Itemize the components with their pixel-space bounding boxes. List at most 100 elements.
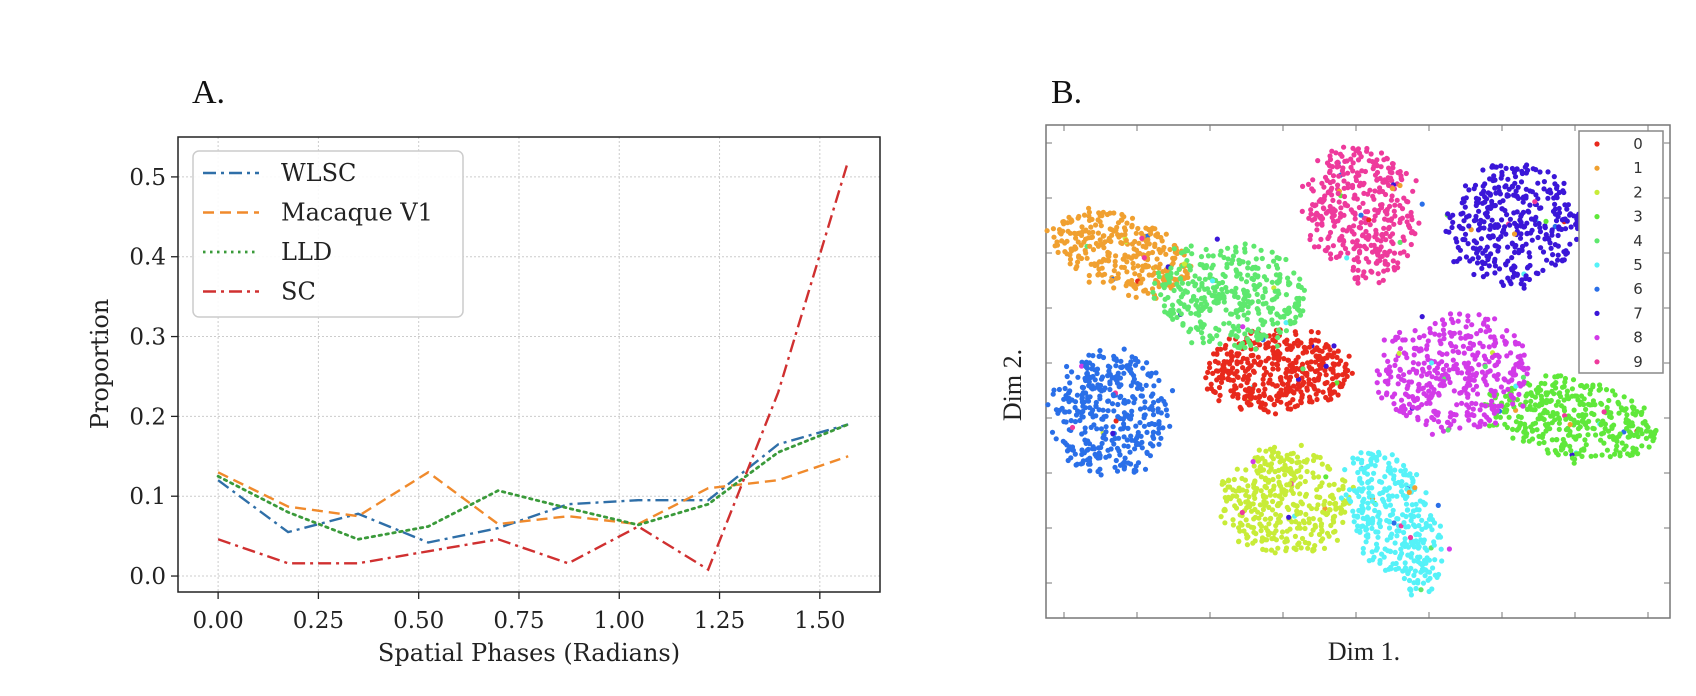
tsne-point bbox=[1386, 519, 1392, 525]
tsne-point bbox=[1523, 273, 1529, 279]
tsne-point bbox=[1161, 303, 1167, 309]
tsne-point bbox=[1269, 279, 1275, 285]
tsne-point bbox=[1438, 424, 1444, 430]
tsne-point bbox=[1191, 294, 1197, 300]
tsne-point bbox=[1371, 196, 1377, 202]
tsne-point bbox=[1363, 228, 1369, 235]
tsne-point bbox=[1262, 483, 1268, 489]
tsne-point bbox=[1541, 186, 1547, 192]
tsne-point bbox=[1371, 470, 1377, 476]
tsne-point bbox=[1068, 418, 1074, 424]
tsne-point bbox=[1108, 238, 1114, 245]
tsne-point bbox=[1138, 280, 1144, 286]
tsne-point bbox=[1358, 450, 1364, 456]
tsne-point bbox=[1356, 259, 1362, 265]
tsne-point bbox=[1372, 213, 1378, 219]
tsne-point bbox=[1496, 403, 1502, 409]
tsne-point bbox=[1232, 386, 1238, 392]
tsne-point bbox=[1234, 334, 1240, 340]
tsne-point bbox=[1224, 351, 1230, 357]
tsne-point bbox=[1245, 366, 1251, 372]
tsne-point bbox=[1100, 279, 1106, 285]
tsne-point bbox=[1266, 469, 1272, 475]
tsne-point bbox=[1411, 558, 1417, 564]
tsne-point bbox=[1113, 356, 1119, 362]
tsne-point bbox=[1185, 304, 1192, 310]
tsne-point bbox=[1461, 360, 1467, 366]
tsne-point bbox=[1196, 287, 1202, 293]
tsne-point bbox=[1139, 235, 1145, 241]
tsne-point bbox=[1150, 429, 1156, 436]
tsne-point bbox=[1403, 170, 1409, 177]
tsne-point bbox=[1495, 371, 1501, 378]
tsne-point bbox=[1306, 520, 1312, 526]
tsne-point bbox=[1533, 192, 1539, 198]
tsne-point bbox=[1532, 217, 1538, 224]
tsne-point bbox=[1215, 346, 1221, 352]
tsne-point bbox=[1360, 200, 1366, 206]
tsne-point bbox=[1403, 513, 1409, 520]
tsne-point bbox=[1257, 362, 1263, 368]
tsne-point bbox=[1142, 405, 1148, 411]
tsne-point bbox=[1053, 407, 1059, 413]
tsne-point bbox=[1567, 443, 1573, 449]
tsne-point bbox=[1265, 340, 1271, 346]
tsne-point bbox=[1381, 352, 1387, 358]
tsne-point bbox=[1167, 423, 1173, 429]
tsne-point bbox=[1369, 549, 1375, 555]
tsne-point bbox=[1170, 316, 1176, 322]
tsne-point bbox=[1555, 257, 1561, 263]
tsne-point bbox=[1336, 487, 1342, 493]
tsne-point bbox=[1129, 241, 1135, 247]
tsne-point bbox=[1302, 345, 1308, 351]
tsne-point bbox=[1405, 383, 1411, 389]
tsne-point bbox=[1145, 263, 1151, 269]
tsne-point bbox=[1095, 230, 1101, 236]
tsne-point bbox=[1296, 521, 1302, 527]
tsne-point bbox=[1444, 351, 1450, 357]
tsne-point bbox=[1512, 372, 1519, 378]
tsne-point bbox=[1505, 258, 1511, 264]
tsne-point bbox=[1480, 167, 1486, 173]
tsne-point bbox=[1306, 377, 1312, 383]
tsne-point bbox=[1292, 319, 1298, 325]
tsne-point bbox=[1269, 297, 1275, 303]
tsne-point bbox=[1446, 229, 1452, 235]
tsne-point bbox=[1341, 377, 1347, 383]
tsne-point bbox=[1463, 254, 1469, 260]
tsne-point bbox=[1464, 214, 1470, 220]
tsne-point bbox=[1335, 182, 1341, 188]
tsne-point bbox=[1405, 552, 1411, 558]
tsne-point bbox=[1392, 540, 1398, 546]
tsne-point bbox=[1062, 409, 1068, 415]
tsne-point bbox=[1423, 524, 1429, 530]
tsne-point bbox=[1516, 391, 1522, 397]
axis-ticks: 0.00 0.25 0.50 0.75 1.00 1.25 1.500.00.10.20.3… bbox=[129, 165, 845, 634]
tsne-point bbox=[1340, 242, 1346, 248]
tsne-point bbox=[1057, 230, 1063, 236]
y-tick-label: 0.1 bbox=[129, 484, 166, 510]
tsne-point bbox=[1537, 229, 1543, 235]
tsne-point bbox=[1564, 388, 1570, 394]
tsne-point bbox=[1118, 393, 1124, 399]
tsne-point bbox=[1481, 225, 1487, 231]
tsne-point bbox=[1093, 403, 1099, 409]
tsne-point bbox=[1349, 228, 1355, 235]
tsne-legend-label: 2 bbox=[1633, 183, 1643, 201]
tsne-point bbox=[1121, 346, 1127, 352]
tsne-point bbox=[1513, 188, 1519, 194]
tsne-point bbox=[1062, 385, 1068, 392]
tsne-x-axis-title: Dim 1. bbox=[1328, 637, 1400, 666]
tsne-point bbox=[1385, 250, 1391, 256]
tsne-point bbox=[1214, 236, 1220, 242]
tsne-point bbox=[1462, 376, 1468, 382]
tsne-point bbox=[1526, 276, 1532, 283]
tsne-point bbox=[1262, 475, 1269, 481]
tsne-point bbox=[1096, 353, 1102, 359]
tsne-point bbox=[1297, 481, 1303, 487]
tsne-point bbox=[1139, 393, 1145, 399]
tsne-point bbox=[1241, 312, 1247, 318]
tsne-point bbox=[1482, 363, 1488, 370]
tsne-point bbox=[1228, 353, 1235, 359]
tsne-point bbox=[1477, 245, 1483, 251]
